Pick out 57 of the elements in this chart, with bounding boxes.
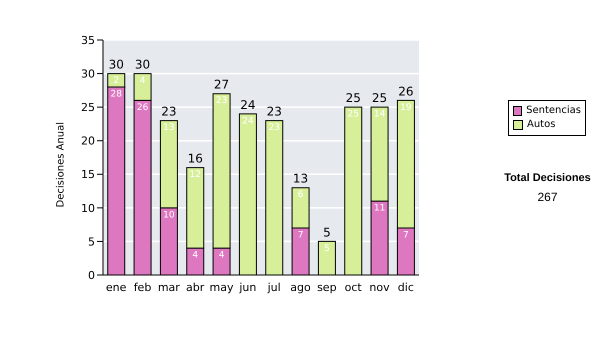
data-label: 19 (400, 102, 412, 113)
data-label: 23 (216, 96, 228, 106)
x-tick-label: oct (344, 280, 362, 294)
data-label: 28 (110, 89, 122, 100)
text: 267 (536, 190, 559, 204)
total-label: 25 (346, 91, 361, 106)
y-tick-label: 10 (81, 202, 95, 215)
x-tick-label: may (210, 280, 234, 294)
data-label: 11 (374, 204, 386, 214)
total-label: 5 (323, 225, 331, 240)
data-label: 2 (113, 76, 120, 86)
x-tick-label: jul (266, 280, 281, 294)
y-tick-label: 35 (81, 34, 95, 47)
total-label: 25 (372, 91, 388, 106)
data-label: 23 (268, 123, 280, 134)
data-label: 7 (403, 230, 409, 240)
total-label: 16 (188, 152, 203, 166)
data-label: 7 (298, 230, 304, 240)
total-label: 26 (398, 84, 414, 98)
x-tick-label: ago (290, 280, 311, 294)
data-label: 24 (242, 116, 254, 126)
y-tick-label: 5 (88, 235, 95, 248)
data-label: 12 (190, 170, 201, 180)
x-tick-label: sep (317, 280, 337, 294)
legend-label: Autos (526, 118, 556, 132)
data-label: 5 (324, 244, 330, 254)
x-tick-label: abr (186, 280, 205, 294)
data-label: 13 (163, 123, 175, 134)
y-tick-label: 0 (88, 268, 95, 282)
total-label: 23 (161, 104, 177, 119)
data-label: 4 (140, 76, 146, 86)
y-tick-label: 30 (81, 67, 95, 80)
y-axis-title: Decisiones Anual (56, 122, 67, 208)
data-label: 25 (348, 110, 359, 120)
total-label: 13 (292, 172, 308, 186)
data-label: 4 (218, 250, 225, 261)
text: Total Decisiones (503, 172, 592, 184)
x-tick-label: mar (158, 280, 180, 294)
x-tick-label: dic (398, 280, 414, 294)
y-tick-label: 25 (81, 101, 95, 114)
total-label: 24 (240, 98, 256, 112)
total-label: 30 (108, 58, 124, 72)
data-label: 4 (192, 250, 198, 261)
total-label: 27 (214, 78, 230, 92)
total-label: 30 (134, 58, 150, 72)
y-tick-label: 15 (81, 168, 95, 182)
data-label: 6 (298, 190, 304, 200)
x-tick-label: feb (134, 280, 152, 294)
total-label: 23 (266, 104, 282, 119)
data-label: 10 (163, 210, 175, 220)
legend-label: Sentencias (525, 104, 581, 118)
x-tick-label: jun (238, 280, 256, 294)
x-tick-label: nov (369, 280, 390, 294)
x-tick-label: ene (106, 280, 127, 294)
y-tick-label: 20 (81, 134, 95, 148)
data-label: 26 (136, 102, 149, 113)
data-label: 14 (374, 110, 386, 120)
